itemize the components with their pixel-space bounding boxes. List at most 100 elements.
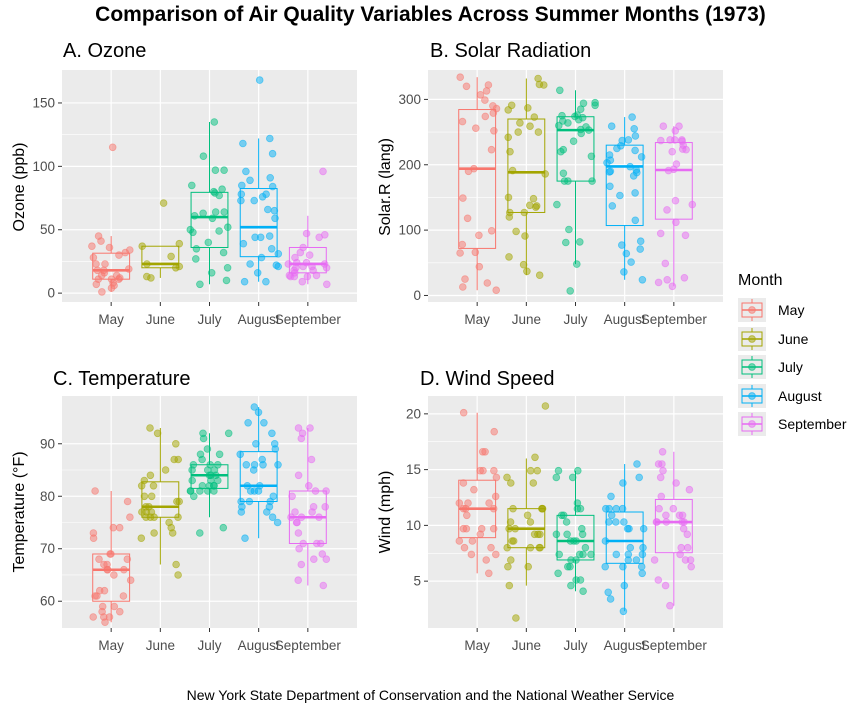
y-tick-label: 10 <box>406 518 421 533</box>
data-point <box>631 146 639 155</box>
data-point <box>521 232 529 240</box>
data-point <box>569 137 578 146</box>
data-point <box>605 151 614 159</box>
data-point <box>636 237 645 246</box>
data-point <box>559 511 568 520</box>
data-point <box>204 487 212 495</box>
data-point <box>631 216 640 225</box>
data-point <box>258 193 267 201</box>
data-point <box>240 277 249 286</box>
data-point <box>305 251 314 259</box>
data-point <box>565 225 573 234</box>
data-point <box>241 534 249 542</box>
box-iqr <box>190 191 229 248</box>
data-point <box>192 245 201 253</box>
data-point <box>259 460 267 469</box>
data-point <box>552 473 561 482</box>
data-point <box>477 524 486 533</box>
data-point <box>504 133 513 142</box>
data-point <box>262 277 270 286</box>
data-point <box>304 481 313 490</box>
data-point <box>655 504 663 513</box>
legend-item-august: August <box>738 382 846 411</box>
legend-title: Month <box>738 272 783 289</box>
data-point <box>607 492 615 501</box>
data-point <box>271 214 279 223</box>
data-point <box>322 555 331 563</box>
data-point <box>138 508 146 516</box>
data-point <box>677 543 685 552</box>
data-point <box>661 259 670 268</box>
data-point <box>464 499 472 507</box>
y-tick-label: 100 <box>32 159 55 174</box>
data-point <box>311 487 320 495</box>
data-point <box>566 537 575 545</box>
data-point <box>579 550 587 559</box>
data-point <box>291 253 299 262</box>
data-point <box>607 511 616 520</box>
data-point <box>237 497 245 506</box>
data-point <box>639 524 648 533</box>
data-point <box>236 450 245 459</box>
data-point <box>552 530 561 539</box>
data-point <box>255 481 264 490</box>
data-point <box>622 249 631 258</box>
data-point <box>631 132 640 140</box>
data-point <box>137 534 146 542</box>
y-tick-label: 15 <box>406 462 421 477</box>
data-point <box>198 481 207 490</box>
data-point <box>250 196 259 205</box>
data-point <box>459 524 468 533</box>
data-point <box>505 213 514 221</box>
data-point <box>312 271 321 280</box>
data-point <box>526 466 535 475</box>
data-point <box>89 613 97 621</box>
data-point <box>319 581 328 590</box>
data-point <box>458 117 467 126</box>
data-point <box>320 260 329 268</box>
data-point <box>564 119 572 127</box>
data-point <box>601 537 610 545</box>
data-point <box>555 86 564 95</box>
data-point <box>539 81 548 89</box>
data-point <box>214 476 222 485</box>
x-tick-label: August <box>604 312 646 327</box>
data-point <box>292 263 300 272</box>
data-point <box>605 504 613 513</box>
data-point <box>559 145 568 154</box>
data-point <box>210 187 218 196</box>
data-point <box>523 511 532 520</box>
data-point <box>320 231 329 239</box>
data-point <box>676 550 684 559</box>
data-point <box>606 595 615 603</box>
data-point <box>505 581 514 590</box>
data-point <box>650 556 659 564</box>
data-point <box>638 550 647 559</box>
data-point <box>504 193 513 202</box>
y-tick-label: 20 <box>406 406 421 421</box>
data-point <box>470 485 478 494</box>
data-point <box>242 167 250 176</box>
data-point <box>192 255 200 263</box>
x-tick-label: May <box>464 638 490 653</box>
data-point <box>490 127 498 135</box>
panel-title: B. Solar Radiation <box>430 40 591 62</box>
data-point <box>112 271 121 280</box>
data-point <box>165 518 173 527</box>
data-point <box>637 153 646 161</box>
data-point <box>512 614 520 622</box>
data-point <box>251 233 259 242</box>
x-tick-label: September <box>275 312 342 327</box>
data-point <box>505 253 513 261</box>
data-point <box>94 232 103 240</box>
data-point <box>110 571 118 579</box>
data-point <box>274 250 283 258</box>
data-point <box>681 556 690 564</box>
data-point <box>487 543 495 552</box>
data-point <box>491 550 500 559</box>
data-point <box>142 513 150 521</box>
data-point <box>467 550 476 559</box>
data-point <box>656 229 665 238</box>
